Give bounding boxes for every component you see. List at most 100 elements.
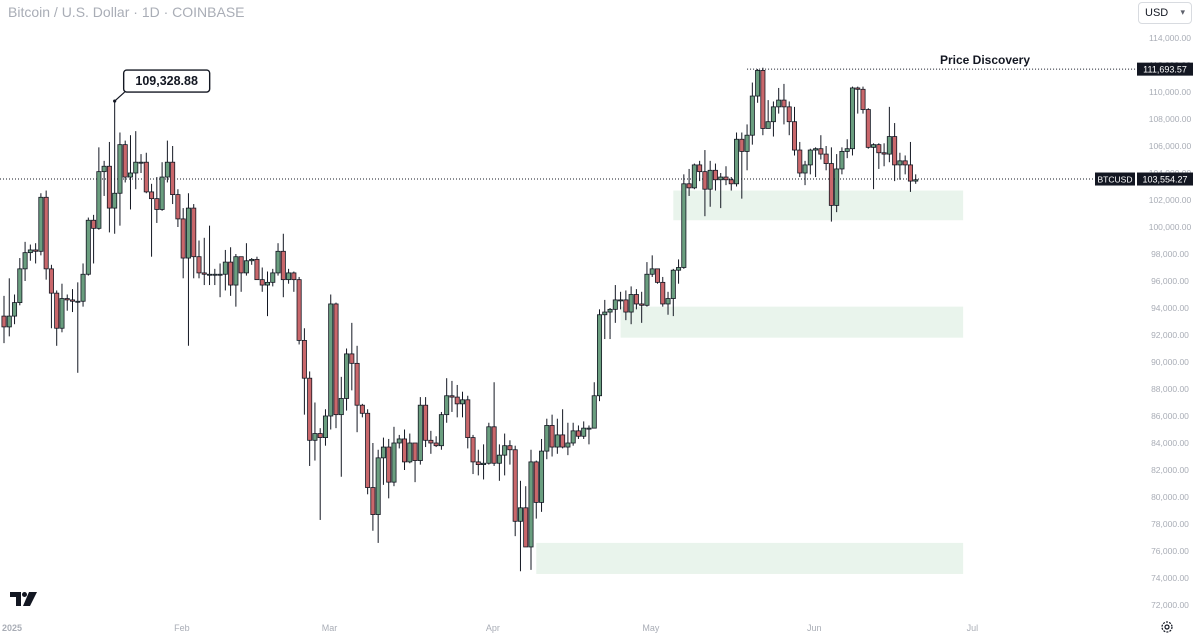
candle-body-up — [6, 315, 12, 328]
candle — [201, 237, 207, 286]
candle-body-up — [85, 219, 91, 275]
candle — [591, 382, 597, 429]
candle-body-down — [712, 169, 718, 181]
gear-icon[interactable] — [1160, 620, 1174, 634]
candle-body-down — [154, 198, 160, 210]
candle-body-down — [370, 487, 376, 515]
candle-body-down — [907, 164, 913, 182]
candle — [481, 444, 487, 480]
candle-body-down — [196, 256, 202, 274]
candle — [386, 438, 392, 499]
candle-body-up — [375, 457, 381, 515]
candle — [660, 276, 666, 307]
candle-body-down — [365, 412, 371, 488]
candle — [628, 286, 634, 325]
candle-body-up — [286, 272, 292, 281]
candle-body-up — [665, 298, 671, 305]
ath-callout-label: 109,328.88 — [135, 74, 198, 88]
candle — [639, 291, 645, 323]
candle — [570, 422, 576, 446]
y-tick-label: 102,000.00 — [1149, 195, 1192, 205]
candle-body-up — [802, 164, 808, 174]
candle — [133, 131, 139, 190]
y-tick-label: 110,000.00 — [1149, 87, 1191, 97]
candle — [307, 371, 313, 466]
candle-body-down — [465, 399, 471, 438]
candle-body-down — [43, 196, 49, 270]
candle-body-up — [133, 161, 139, 174]
candle — [765, 100, 771, 129]
candle-body-up — [217, 273, 223, 276]
candle-body-down — [512, 449, 518, 522]
candle-body-up — [670, 269, 676, 299]
candle — [681, 174, 687, 269]
candle — [349, 322, 355, 391]
symbol-tag-label: BTCUSD — [1098, 175, 1133, 185]
candle — [38, 193, 44, 256]
candle — [739, 132, 745, 199]
candle — [127, 135, 133, 210]
candle — [760, 67, 766, 136]
y-tick-label: 84,000.00 — [1151, 438, 1189, 448]
candle — [633, 289, 639, 310]
candle — [560, 409, 566, 449]
candle-body-up — [517, 507, 523, 522]
y-tick-label: 86,000.00 — [1151, 411, 1189, 421]
candle-body-up — [591, 395, 597, 429]
x-tick-label: 2025 — [2, 623, 22, 633]
candle — [528, 449, 534, 570]
candle-body-up — [913, 179, 919, 182]
candle — [533, 460, 539, 519]
candle — [734, 132, 740, 187]
candle-body-down — [865, 109, 871, 148]
candle-body-down — [259, 279, 265, 286]
candle-body-down — [254, 258, 260, 281]
candle — [512, 445, 518, 537]
candle — [233, 254, 239, 307]
candle-body-up — [755, 70, 761, 97]
candle — [22, 241, 28, 281]
candle-body-up — [444, 395, 450, 416]
y-tick-label: 82,000.00 — [1151, 465, 1189, 475]
demand-zones-layer — [536, 190, 964, 574]
candle — [871, 143, 877, 190]
candle-body-up — [528, 461, 534, 548]
candle-body-down — [533, 461, 539, 503]
candle — [465, 395, 471, 449]
candle-body-down — [781, 99, 787, 108]
candle-body-down — [697, 164, 703, 173]
x-tick-label: May — [642, 623, 660, 633]
candle — [554, 418, 560, 454]
candle — [175, 189, 181, 227]
candle — [913, 174, 919, 184]
candle — [433, 436, 439, 448]
candle-body-down — [523, 507, 529, 548]
candle — [475, 449, 481, 476]
candle-body-down — [386, 446, 392, 483]
candle — [792, 106, 798, 156]
candle-body-down — [702, 171, 708, 190]
candle — [549, 414, 555, 457]
candle-body-up — [612, 299, 618, 310]
candle — [159, 162, 165, 211]
high-price-tag — [1137, 62, 1193, 76]
candle-body-up — [459, 399, 465, 405]
candle-body-up — [749, 95, 755, 136]
currency-select[interactable]: USD ▾ — [1138, 2, 1192, 24]
tradingview-logo-icon — [10, 592, 37, 606]
candle — [27, 244, 33, 261]
candle-body-up — [344, 353, 350, 399]
candle-body-up — [438, 414, 444, 447]
candle — [718, 173, 724, 209]
candle — [834, 154, 840, 213]
candle-body-down — [291, 272, 297, 281]
candle — [770, 101, 776, 137]
candle — [776, 87, 782, 114]
candle — [486, 422, 492, 465]
candle — [644, 262, 650, 307]
candle-body-down — [333, 303, 339, 416]
candle — [64, 294, 70, 311]
y-tick-label: 108,000.00 — [1149, 114, 1192, 124]
